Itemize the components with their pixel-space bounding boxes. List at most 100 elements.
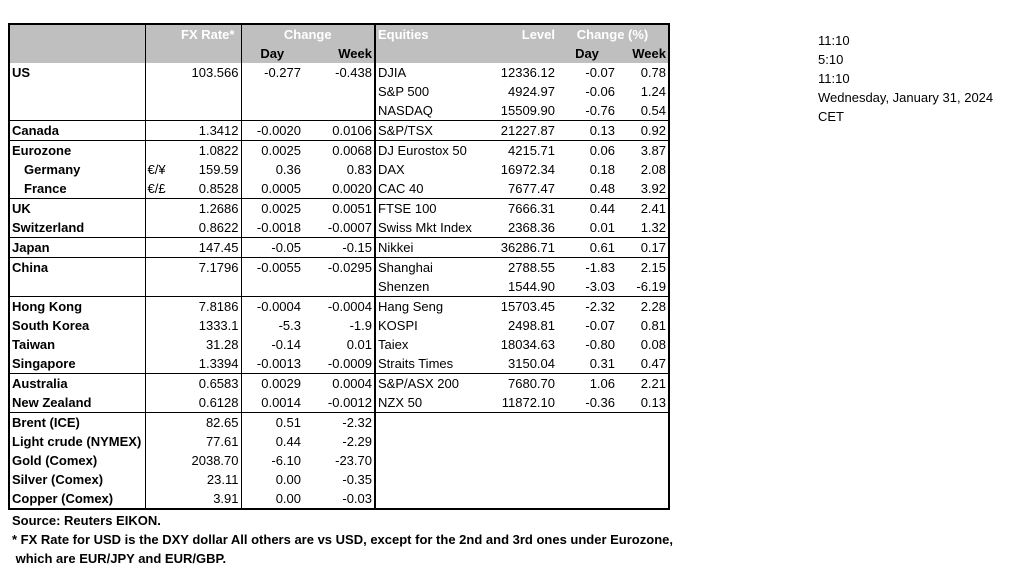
equity-name-cell: Shanghai <box>374 257 491 277</box>
header-day: Day <box>240 44 303 63</box>
equity-day-change-cell: -0.07 <box>585 65 615 80</box>
equity-day-change-cell <box>557 412 617 432</box>
fx-rate-cell: 77.61 <box>205 434 239 449</box>
time-1: 11:10 <box>818 33 850 48</box>
equity-day-change-cell: 0.44 <box>557 198 617 218</box>
equity-name-cell: NZX 50 <box>374 393 491 413</box>
header-level: Level <box>491 24 557 44</box>
equity-week-change-cell: -6.19 <box>636 279 666 294</box>
equity-name-cell: S&P/TSX <box>374 120 491 141</box>
row-label: Switzerland <box>12 220 85 235</box>
fx-day-change-cell: -0.14 <box>240 335 303 354</box>
row-label <box>9 101 145 121</box>
equity-level-cell <box>491 470 557 489</box>
currency-pair <box>144 393 179 413</box>
equity-name-cell <box>374 432 491 451</box>
equity-name-cell: CAC 40 <box>374 179 491 199</box>
table-row: Silver (Comex) 23.11 0.00 -0.35 <box>9 470 669 489</box>
fx-week-change-cell: 0.0004 <box>303 373 375 393</box>
row-label: South Korea <box>12 318 90 333</box>
timestamp-panel: 11:10 5:10 11:10 Wednesday, January 31, … <box>818 31 993 126</box>
fx-rate-cell <box>179 277 241 297</box>
currency-pair <box>144 198 179 218</box>
header-eq-week: Week <box>617 44 669 63</box>
fx-week-change-cell: -0.0009 <box>327 356 372 371</box>
table-row: US 103.566 -0.277 -0.438 DJIA 12336.12 -0.07 0.… <box>9 63 669 82</box>
equity-day-change-cell: 0.18 <box>589 162 615 177</box>
equity-name-cell: Taiex <box>374 335 491 354</box>
header-change: Change <box>240 24 375 44</box>
fx-week-change-cell <box>303 277 375 297</box>
table-row: NASDAQ 15509.90 -0.76 0.54 <box>9 101 669 121</box>
fx-week-change-cell: 0.0068 <box>303 140 375 160</box>
equity-name-cell: Nikkei <box>374 237 491 258</box>
equity-week-change-cell: 0.17 <box>617 237 669 258</box>
fx-week-change-cell: -0.15 <box>303 237 375 258</box>
fx-week-change-cell: -0.03 <box>342 491 372 506</box>
fx-rate-cell: 0.6128 <box>198 395 239 410</box>
row-label: France <box>24 181 67 196</box>
fx-rate-cell <box>179 101 241 121</box>
equity-level-cell: 2368.36 <box>508 220 555 235</box>
row-label: Eurozone <box>9 140 145 160</box>
fx-rate-cell: 23.11 <box>206 472 239 487</box>
currency-pair <box>144 82 179 101</box>
equity-day-change-cell: 1.06 <box>557 373 617 393</box>
equity-day-change-cell: -0.07 <box>585 318 615 333</box>
fx-day-change-cell: -0.05 <box>240 237 303 258</box>
table-row: UK 1.2686 0.0025 0.0051 FTSE 100 7666.31 0.44 2… <box>9 198 669 218</box>
equity-day-change-cell: -1.83 <box>557 257 617 277</box>
fx-rate-cell: 7.1796 <box>179 257 241 277</box>
equity-level-cell: 2788.55 <box>491 257 557 277</box>
fx-rate-cell: 147.45 <box>179 237 241 258</box>
fx-rate-cell: 31.28 <box>205 337 239 352</box>
equity-name-cell <box>374 412 491 432</box>
fx-rate-cell: 0.8528 <box>198 181 239 196</box>
header-week: Week <box>303 44 375 63</box>
table-row: Canada 1.3412 -0.0020 0.0106 S&P/TSX 21227.87… <box>9 120 669 141</box>
fx-week-change-cell: 0.0051 <box>303 198 375 218</box>
header-row-1: FX Rate* Change Equities Level Change (%… <box>9 24 669 44</box>
row-label: Hong Kong <box>9 296 145 316</box>
equity-week-change-cell: 2.15 <box>617 257 669 277</box>
currency-pair <box>144 470 179 489</box>
equity-week-change-cell <box>617 489 669 509</box>
equity-level-cell: 4924.97 <box>508 84 555 99</box>
equity-level-cell: 18034.63 <box>500 337 555 352</box>
currency-pair <box>144 296 179 316</box>
equity-day-change-cell: 0.06 <box>557 140 617 160</box>
table-row: Germany €/¥ 159.59 0.36 0.83 DAX 16972.34 0.18 2… <box>9 160 669 179</box>
equity-name-cell: Swiss Mkt Index <box>374 218 491 238</box>
equity-level-cell: 1544.90 <box>508 279 555 294</box>
fx-week-change-cell: -1.9 <box>349 318 372 333</box>
time-2: 5:10 <box>818 52 844 67</box>
equity-name-cell: DAX <box>374 160 491 179</box>
currency-pair <box>144 489 179 509</box>
equity-week-change-cell: 0.13 <box>640 395 666 410</box>
fx-week-change-cell: -0.0007 <box>327 220 372 235</box>
currency-pair <box>144 354 179 374</box>
fx-week-change-cell: -0.0004 <box>303 296 375 316</box>
equity-level-cell: 36286.71 <box>491 237 557 258</box>
row-label: China <box>9 257 145 277</box>
currency-pair <box>144 412 179 432</box>
header-equities: Equities <box>374 24 491 44</box>
fx-day-change-cell: 0.0005 <box>240 179 303 199</box>
equity-week-change-cell: 1.32 <box>640 220 666 235</box>
equity-level-cell: 3150.04 <box>508 356 555 371</box>
table-body: US 103.566 -0.277 -0.438 DJIA 12336.12 -0.07 0.… <box>9 63 669 509</box>
equity-week-change-cell <box>617 470 669 489</box>
equity-week-change-cell: 2.21 <box>617 373 669 393</box>
date-label: Wednesday, January 31, 2024 <box>818 90 994 105</box>
equity-level-cell <box>491 432 557 451</box>
fx-week-change-cell: -2.29 <box>342 434 372 449</box>
fx-week-change-cell: 0.83 <box>346 162 372 177</box>
equity-name-cell <box>374 470 491 489</box>
table-row: China 7.1796 -0.0055 -0.0295 Shanghai 2788.55… <box>9 257 669 277</box>
fx-day-change-cell: -0.0020 <box>240 120 303 141</box>
equity-day-change-cell: -2.32 <box>557 296 617 316</box>
equity-level-cell: 12336.12 <box>500 65 555 80</box>
equity-name-cell: Hang Seng <box>374 296 491 316</box>
fx-day-change-cell: -5.3 <box>240 316 303 335</box>
row-label: Singapore <box>12 356 76 371</box>
